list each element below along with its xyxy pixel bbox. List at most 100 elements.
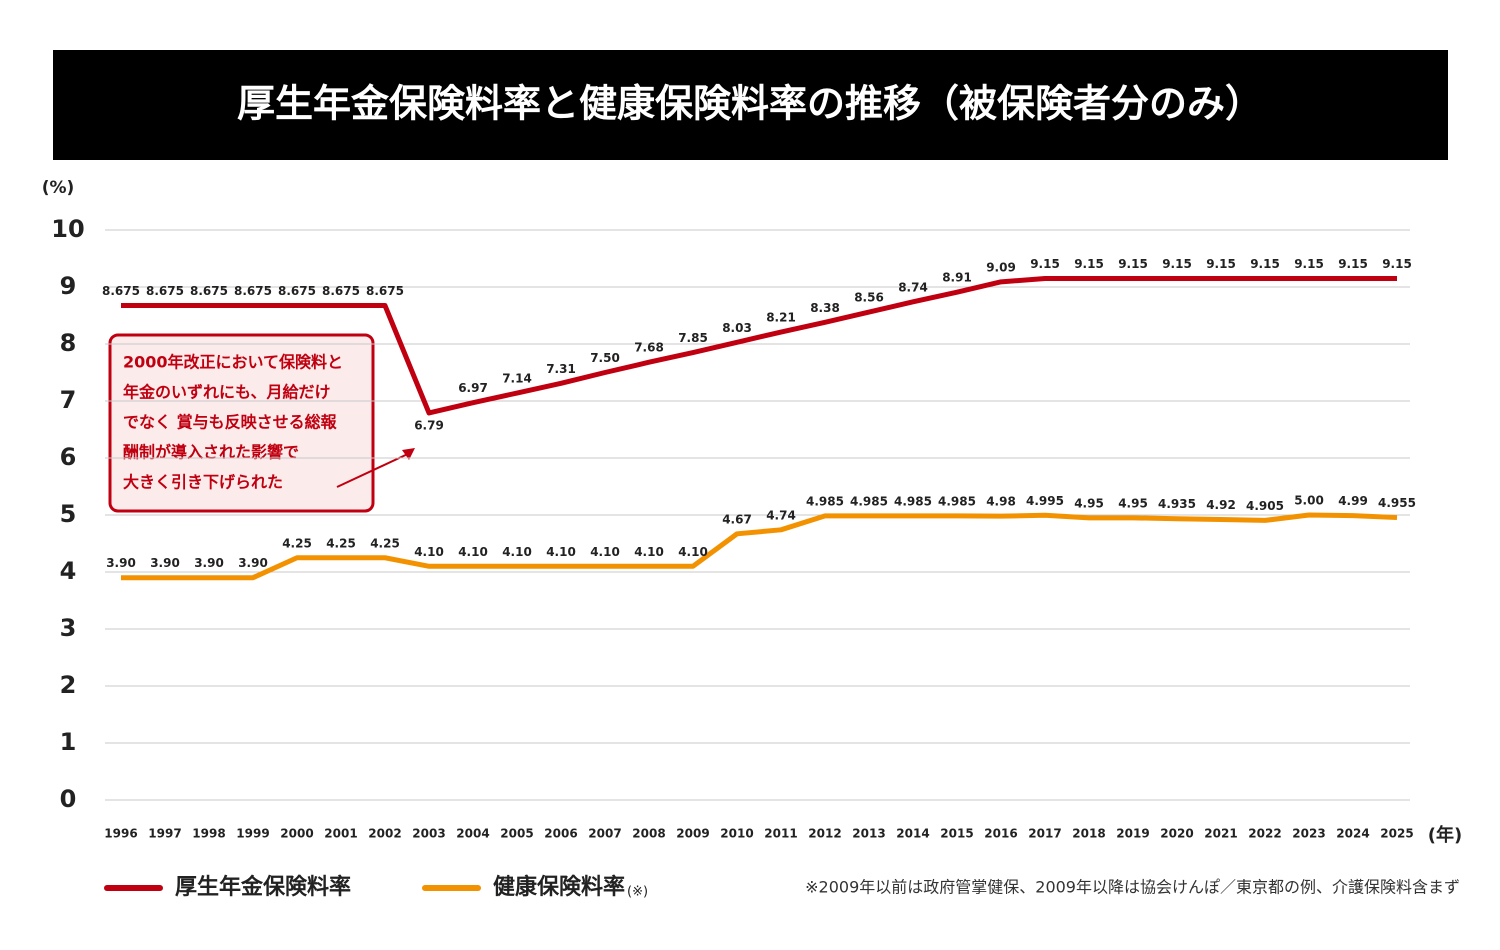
data-label: 4.67 (722, 512, 752, 526)
data-label: 8.03 (722, 321, 752, 335)
annotation-text: 大きく引き下げられた (123, 473, 283, 492)
data-label: 8.675 (278, 284, 316, 298)
data-label: 8.21 (766, 311, 796, 325)
x-tick-label: 2018 (1072, 827, 1105, 841)
x-tick-label: 2010 (720, 827, 753, 841)
x-tick-label: 2017 (1028, 827, 1061, 841)
y-tick-label: 4 (60, 557, 77, 585)
x-tick-label: 2012 (808, 827, 841, 841)
x-tick-label: 2002 (368, 827, 401, 841)
y-tick-label: 7 (60, 386, 77, 414)
x-tick-label: 2011 (764, 827, 797, 841)
x-tick-label: 1998 (192, 827, 225, 841)
x-tick-label: 2004 (456, 827, 489, 841)
x-tick-label: 2024 (1336, 827, 1369, 841)
data-label: 7.68 (634, 341, 664, 355)
data-label: 4.985 (806, 494, 844, 508)
x-tick-label: 1997 (148, 827, 181, 841)
grid (105, 229, 1410, 801)
x-tick-label: 2007 (588, 827, 621, 841)
series-line (121, 512, 1398, 581)
x-unit: (年) (1428, 824, 1462, 846)
y-tick-label: 5 (60, 500, 77, 528)
y-tick-label: 6 (60, 443, 77, 471)
data-label: 9.15 (1030, 257, 1060, 271)
data-label: 4.995 (1026, 494, 1064, 508)
data-label: 8.675 (102, 284, 140, 298)
data-label: 9.15 (1206, 257, 1236, 271)
x-tick-label: 2022 (1248, 827, 1281, 841)
legend-label: 厚生年金保険料率 (175, 874, 351, 900)
data-label: 4.10 (678, 545, 708, 559)
x-tick-label: 2021 (1204, 827, 1237, 841)
title-bar (53, 50, 1448, 160)
data-label: 3.90 (150, 556, 180, 570)
data-label: 8.91 (942, 271, 972, 285)
annotation-text: 酬制が導入された影響で (123, 443, 299, 462)
data-label: 9.15 (1250, 257, 1280, 271)
annotation-text: でなく 賞与も反映させる総報 (123, 413, 338, 432)
data-label: 8.74 (898, 280, 928, 294)
x-tick-label: 2025 (1380, 827, 1413, 841)
data-label: 8.56 (854, 291, 884, 305)
data-label: 4.25 (326, 536, 356, 550)
series-line (121, 275, 1397, 416)
data-label: 4.92 (1206, 498, 1236, 512)
data-label: 4.10 (458, 545, 488, 559)
data-label: 9.15 (1338, 257, 1368, 271)
data-label: 8.675 (190, 284, 228, 298)
data-label: 8.38 (810, 301, 840, 315)
x-tick-label: 2023 (1292, 827, 1325, 841)
x-tick-label: 2019 (1116, 827, 1149, 841)
y-tick-label: 2 (60, 671, 77, 699)
data-label: 9.15 (1382, 257, 1412, 271)
data-label: 9.09 (986, 260, 1016, 274)
x-tick-label: 2001 (324, 827, 357, 841)
data-label: 9.15 (1294, 257, 1324, 271)
data-label: 9.15 (1118, 257, 1148, 271)
data-label: 3.90 (194, 556, 224, 570)
y-tick-label: 10 (51, 215, 84, 243)
data-label: 7.14 (502, 372, 532, 386)
data-label: 8.675 (366, 284, 404, 298)
x-tick-label: 2009 (676, 827, 709, 841)
data-label: 4.905 (1246, 499, 1284, 513)
x-tick-label: 1996 (104, 827, 137, 841)
annotation-arrowhead (402, 448, 415, 460)
x-tick-label: 2008 (632, 827, 665, 841)
data-label: 4.10 (502, 545, 532, 559)
y-tick-label: 0 (60, 785, 77, 813)
data-label: 4.25 (370, 536, 400, 550)
annotation-text: 2000年改正において保険料と (123, 353, 343, 372)
data-label: 3.90 (238, 556, 268, 570)
data-label: 9.15 (1074, 257, 1104, 271)
y-tick-label: 1 (60, 728, 77, 756)
y-tick-label: 8 (60, 329, 77, 357)
x-tick-label: 2003 (412, 827, 445, 841)
data-label: 5.00 (1294, 494, 1324, 508)
data-label: 4.95 (1118, 496, 1148, 510)
data-label: 8.675 (146, 284, 184, 298)
legend-label: 健康保険料率 (493, 874, 625, 900)
data-label: 9.15 (1162, 257, 1192, 271)
x-tick-label: 2000 (280, 827, 313, 841)
data-label: 4.10 (590, 545, 620, 559)
x-tick-label: 2016 (984, 827, 1017, 841)
x-tick-label: 2006 (544, 827, 577, 841)
data-label: 4.935 (1158, 497, 1196, 511)
annotation-text: 年金のいずれにも、月給だけ (123, 383, 331, 402)
x-tick-label: 2020 (1160, 827, 1193, 841)
data-label: 4.955 (1378, 496, 1416, 510)
annotation-box (108, 333, 375, 513)
data-label: 3.90 (106, 556, 136, 570)
data-label: 4.985 (938, 494, 976, 508)
data-label: 4.25 (282, 536, 312, 550)
data-label: 6.79 (414, 418, 444, 432)
data-label: 4.74 (766, 508, 796, 522)
data-label: 4.10 (634, 545, 664, 559)
legend-note: (※) (627, 885, 648, 900)
data-label: 4.99 (1338, 494, 1368, 508)
data-label: 7.85 (678, 331, 708, 345)
